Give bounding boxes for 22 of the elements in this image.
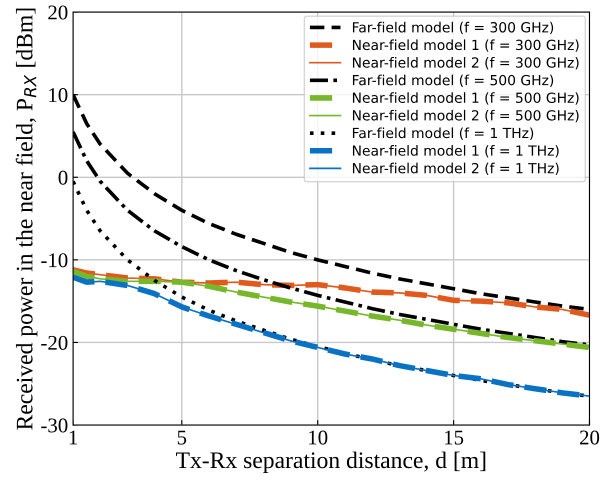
y-tick-label: -30: [41, 418, 68, 432]
legend-label: Near-field model 1 (f = 500 GHz): [352, 92, 579, 105]
legend-label: Far-field model (f = 1 THz): [352, 127, 534, 140]
y-tick-label: 20: [48, 5, 68, 20]
legend-label: Near-field model 2 (f = 300 GHz): [352, 57, 579, 70]
x-tick-label: 5: [178, 430, 186, 445]
y-tick-label: -20: [41, 336, 68, 350]
y-tick-label: -10: [41, 253, 68, 268]
y-tick-label: 10: [49, 88, 68, 102]
x-tick-label: 20: [580, 430, 600, 445]
legend-label: Far-field model (f = 500 GHz): [352, 74, 554, 88]
x-tick-label: 10: [309, 430, 328, 445]
x-tick-label: 1: [70, 430, 78, 444]
x-axis-title: Tx-Rx separation distance, d [m]: [176, 452, 486, 473]
legend-label: Near-field model 1 (f = 300 GHz): [352, 39, 579, 52]
legend-label: Near-field model 2 (f = 500 GHz): [352, 110, 579, 122]
x-tick-label: 15: [445, 430, 464, 445]
legend-label: Far-field model (f = 300 GHz): [352, 22, 554, 34]
y-tick-label: 0: [58, 170, 68, 185]
legend-label: Near-field model 1 (f = 1 THz): [352, 145, 559, 158]
legend-label: Near-field model 2 (f = 1 THz): [352, 162, 559, 176]
y-axis-title: Received power in the near field, P$_{RX}$ [dBm]: [16, 8, 38, 430]
